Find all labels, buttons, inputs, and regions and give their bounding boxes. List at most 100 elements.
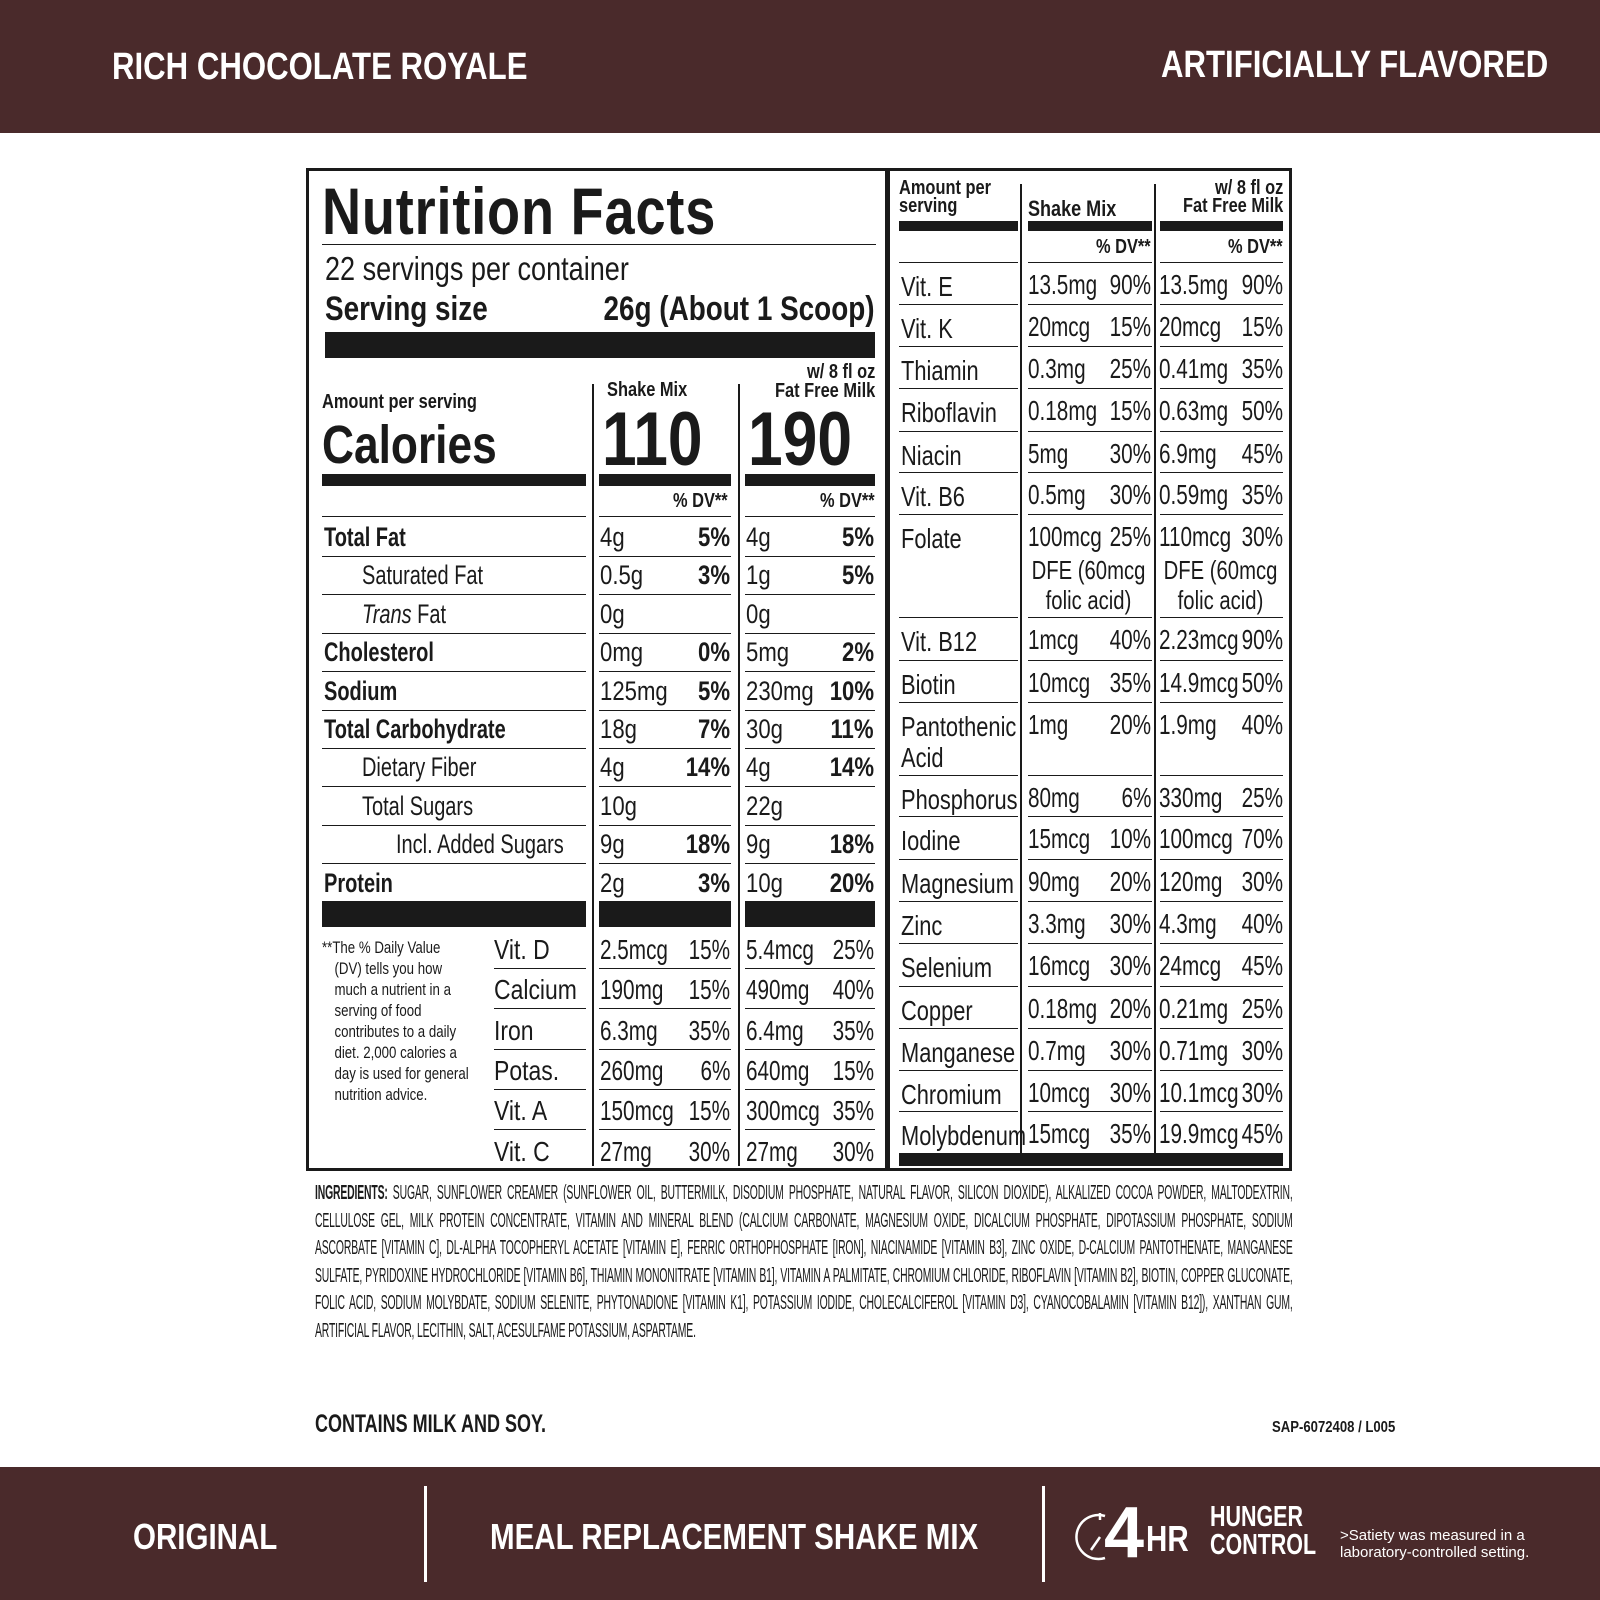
clock-icon: [1075, 1513, 1106, 1561]
shake-dv-text: 5%: [697, 675, 730, 706]
row-divider: [1028, 346, 1152, 347]
row-divider: [899, 660, 1018, 661]
milk-dv-text: 70%: [1241, 823, 1283, 854]
row-divider: [1160, 617, 1283, 618]
row-divider: [899, 472, 1018, 473]
milk-amount: 2.23mcg: [1159, 626, 1266, 654]
vitamin-name: Chromium: [901, 1079, 1017, 1110]
milk-amount-text: 14.9mcg: [1159, 667, 1239, 698]
shake-dv-text: 20%: [1109, 866, 1151, 897]
column-divider: [592, 384, 594, 1166]
row-divider: [1028, 901, 1152, 902]
row-divider: [1160, 388, 1283, 389]
shake-amount-text: 10mcg: [1028, 667, 1091, 698]
milk-dv: 18%: [820, 831, 874, 858]
vitamin-name-text: Phosphorus: [901, 784, 1018, 815]
row-divider: [899, 262, 1018, 263]
label-title: Nutrition Facts: [322, 178, 803, 244]
milk-amount: 110mcg: [1159, 523, 1257, 551]
rule: [322, 474, 586, 486]
row-divider: [322, 244, 876, 245]
shake-amount: 0g: [600, 600, 630, 628]
product-type: MEAL REPLACEMENT SHAKE MIX: [490, 1516, 979, 1557]
milk-dv: 40%: [1227, 910, 1283, 938]
row-divider: [322, 824, 586, 826]
dv-header-shake: % DV**: [661, 491, 728, 511]
shake-dv-text: 15%: [1109, 311, 1151, 342]
product-code: SAP-6072408 / L005: [1272, 1419, 1396, 1436]
milk-dv-text: 25%: [832, 934, 874, 965]
row-divider: [1160, 346, 1283, 347]
milk-amount-text: 1.9mg: [1159, 709, 1217, 740]
vitamin-name: Potas.: [494, 1056, 573, 1085]
milk-amount-text: 0.71mg: [1159, 1035, 1229, 1066]
row-divider: [599, 748, 731, 749]
shake-amount-text: 125mg: [600, 675, 668, 706]
vitamin-name-text: Vit. E: [901, 271, 953, 302]
shake-amount-text: 6.3mg: [600, 1014, 658, 1046]
nutrient-name-text: Sodium: [324, 675, 398, 706]
variant-label: ORIGINAL: [133, 1516, 278, 1557]
row-divider: [1028, 617, 1152, 618]
shake-dv: 6%: [1111, 784, 1151, 812]
hunger-line-2: CONTROL: [1210, 1529, 1317, 1561]
row-divider: [899, 901, 1018, 902]
nutrient-name: Total Fat: [324, 524, 435, 551]
milk-dv: 25%: [818, 936, 874, 964]
milk-amount-text: 2.23mcg: [1159, 624, 1239, 655]
col-milk-header-2: Fat Free Milk: [753, 381, 875, 401]
nutrient-name: Cholesterol: [324, 639, 473, 666]
label-title-text: Nutrition Facts: [322, 174, 717, 248]
row-divider: [322, 516, 586, 517]
row-divider: [322, 556, 586, 557]
shake-amount: 150mcg: [600, 1097, 700, 1125]
shake-dv: 30%: [1095, 1079, 1151, 1107]
milk-dv-text: 35%: [1241, 479, 1283, 510]
milk-amount-text: 640mg: [746, 1054, 810, 1086]
milk-dv-text: 45%: [1241, 950, 1283, 981]
vitamin-name: Copper: [901, 995, 1017, 1026]
milk-dv: 35%: [1227, 355, 1283, 383]
right-amount-per-1: Amount per: [899, 178, 1011, 198]
milk-dv: 15%: [1227, 313, 1283, 341]
vitamin-name: Iron: [494, 1016, 542, 1045]
milk-dv-text: 50%: [1241, 667, 1283, 698]
shake-dv-text: 25%: [1109, 521, 1151, 552]
col-shake-header: Shake Mix: [607, 380, 705, 400]
top-banner: RICH CHOCOLATE ROYALE ARTIFICIALLY FLAVO…: [0, 0, 1600, 133]
milk-amount-text: 0.41mg: [1159, 353, 1229, 384]
right-col-milk-2-text: Fat Free Milk: [1182, 195, 1283, 217]
vitamin-name-text: Chromium: [901, 1079, 1002, 1110]
vitamin-name-text: Biotin: [901, 669, 956, 700]
col-shake-header-text: Shake Mix: [607, 379, 688, 401]
milk-amount: 6.9mg: [1159, 440, 1237, 468]
row-divider: [745, 709, 875, 711]
shake-amount: 10mcg: [1028, 1079, 1112, 1107]
amount-per-serving: Amount per serving: [322, 392, 511, 412]
calories-shake: 110: [602, 402, 725, 478]
shake-amount-text: 0.3mg: [1028, 353, 1086, 384]
milk-dv-text: 14%: [829, 752, 874, 783]
vitamin-name: Vit. D: [494, 936, 562, 964]
shake-dv: 30%: [1095, 952, 1151, 980]
row-divider: [1028, 660, 1152, 661]
row-divider: [745, 968, 875, 969]
shake-amount-text: 260mg: [600, 1054, 664, 1086]
milk-dv: 10%: [820, 677, 874, 705]
row-divider: [745, 1129, 875, 1131]
shake-dv-text: 14%: [685, 752, 730, 783]
allergen-statement: CONTAINS MILK AND SOY.: [315, 1410, 547, 1438]
row-divider: [1160, 901, 1283, 902]
calories-label-text: Calories: [322, 415, 497, 475]
milk-dv: 30%: [1227, 1037, 1283, 1065]
vitamin-name-text: Folate: [901, 523, 962, 554]
shake-dv: 20%: [1095, 868, 1151, 896]
milk-dv-text: 30%: [1241, 1077, 1283, 1108]
nutrition-facts-label: [306, 168, 1292, 1171]
shake-amount: 4g: [600, 524, 630, 551]
row-divider: [494, 1129, 586, 1131]
shake-extra: DFE (60mcg folic acid): [1031, 555, 1146, 615]
shake-dv: 3%: [691, 562, 730, 589]
row-divider: [599, 709, 731, 711]
shake-amount-text: 18g: [600, 714, 637, 744]
